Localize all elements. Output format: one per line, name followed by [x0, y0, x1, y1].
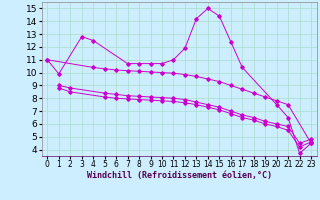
X-axis label: Windchill (Refroidissement éolien,°C): Windchill (Refroidissement éolien,°C) [87, 171, 272, 180]
